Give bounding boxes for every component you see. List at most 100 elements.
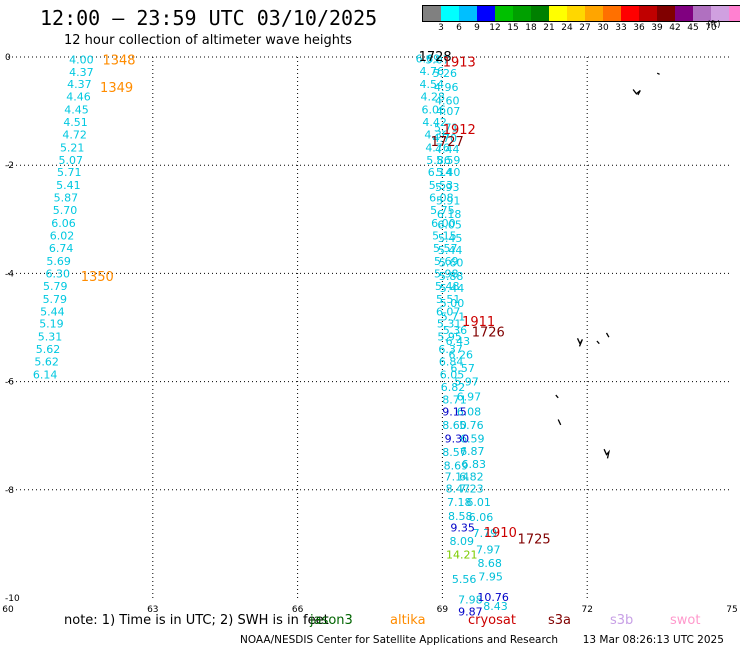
colorbar-label: 36	[633, 23, 645, 33]
wave-height-value: 5.19	[39, 318, 64, 331]
footer-credit: NOAA/NESDIS Center for Satellite Applica…	[240, 634, 724, 646]
lon-tick-label: 69	[437, 605, 449, 615]
wave-height-value: 5.87	[54, 192, 79, 205]
colorbar-label: 24	[561, 23, 573, 33]
wave-height-value: 6.82	[459, 470, 484, 483]
wave-height-value: 5.44	[438, 244, 463, 257]
lat-tick-label: -10	[5, 594, 20, 604]
colorbar-swatch	[531, 6, 549, 21]
wave-height-value: 4.37	[69, 66, 94, 79]
wave-height-value: 4.51	[63, 116, 88, 129]
wave-height-value: 5.41	[56, 179, 81, 192]
wave-height-value: 4.70	[433, 132, 458, 145]
wave-height-value: 6.05	[440, 369, 465, 382]
wave-height-value: 6.14	[33, 369, 58, 382]
wave-height-value: 6.02	[50, 230, 75, 243]
wave-height-value: 6.08	[429, 192, 454, 205]
colorbar-swatch	[603, 6, 621, 21]
wave-height-value: 5.53	[429, 179, 454, 192]
colorbar-label: 45	[687, 23, 699, 33]
wave-height-value: 4.54	[420, 78, 445, 91]
wave-height-value: 6.26	[448, 349, 473, 362]
wave-height-value: 4.28	[420, 90, 445, 103]
wave-height-value: 6.83	[462, 458, 487, 471]
wave-height-value: 6.06	[469, 511, 494, 524]
wave-height-value: 5.59	[436, 154, 461, 167]
wave-height-value: 6.87	[460, 445, 485, 458]
wave-height-value: 5.93	[435, 181, 460, 194]
wave-height-value: 8.60	[442, 419, 467, 432]
wave-height-value: 4.76	[420, 65, 445, 78]
colorbar-swatches	[422, 5, 740, 22]
lon-tick-label: 60	[2, 605, 14, 615]
wave-height-value: 5.57	[433, 242, 458, 255]
lon-tick-label: 63	[147, 605, 158, 615]
wave-height-value: 6.97	[457, 391, 482, 404]
wave-height-value: 8.71	[442, 393, 467, 406]
colorbar-label: 9	[474, 23, 480, 33]
island-outline	[603, 448, 611, 459]
generation-timestamp: 13 Mar 08:26:13 UTC 2025	[582, 634, 724, 646]
island-outlines	[555, 72, 660, 459]
colorbar-swatch	[477, 6, 495, 21]
wave-height-value: 6.08	[457, 405, 482, 418]
wave-height-value: 7.79	[473, 527, 498, 540]
wave-height-value: 6.82	[441, 381, 466, 394]
colorbar-swatch	[513, 6, 531, 21]
island-outline	[576, 338, 584, 347]
island-outline	[557, 419, 562, 426]
wave-height-value: 5.97	[454, 376, 479, 389]
pass-time-label: 1910	[484, 526, 517, 541]
wave-height-value: 5.48	[435, 280, 460, 293]
colorbar-swatch	[711, 6, 729, 21]
colorbar-label: 21	[543, 23, 555, 33]
wave-height-value: 5.71	[57, 166, 82, 179]
wave-height-value: 6.57	[450, 362, 475, 375]
wave-height-value: 4.00	[69, 54, 94, 67]
wave-height-value: 5.45	[438, 232, 463, 245]
wave-height-value: 4.72	[62, 128, 87, 141]
wave-height-value: 6.74	[49, 242, 74, 255]
wave-height-value: 8.47	[446, 483, 471, 496]
colorbar-label: 33	[615, 23, 627, 33]
wave-height-value: 4.76	[425, 141, 450, 154]
island-outline	[596, 340, 600, 345]
wave-height-value: 9.15	[442, 405, 467, 418]
wave-height-value: 7.97	[476, 543, 501, 556]
wave-height-value: 6.14	[428, 166, 453, 179]
wave-height-value: 5.79	[43, 293, 68, 306]
colorbar-swatch	[495, 6, 513, 21]
pass-time-label: 1912	[443, 123, 476, 138]
wave-height-value: 9.87	[458, 606, 483, 619]
colorbar-swatch	[459, 6, 477, 21]
wave-height-value: 5.51	[436, 293, 461, 306]
wave-height-value: 6.30	[45, 267, 70, 280]
footer-note: note: 1) Time is in UTC; 2) SWH is in fe…	[64, 613, 329, 628]
island-outline	[656, 72, 660, 75]
wave-height-value: 7.18	[447, 496, 472, 509]
wave-height-value: 5.75	[430, 204, 455, 217]
wave-height-value: 5.88	[439, 270, 464, 283]
wave-height-value: 6.07	[436, 305, 461, 318]
wave-height-value: 5.26	[433, 67, 458, 80]
pass-time-label: 1727	[431, 135, 464, 150]
wave-height-value: 5.60	[439, 257, 464, 270]
wave-height-value: 6.43	[446, 335, 471, 348]
wave-height-value: 5.40	[436, 166, 461, 179]
satellite-legend-s3a: s3a	[548, 613, 572, 628]
map-grid	[8, 56, 732, 598]
page-subtitle: 12 hour collection of altimeter wave hei…	[64, 33, 352, 48]
lat-tick-label: -4	[5, 269, 14, 279]
colorbar-label: 12	[489, 23, 501, 33]
wave-height-value: 6.05	[437, 219, 462, 232]
wave-height-value: 5.07	[425, 54, 450, 67]
colorbar-label: 6	[456, 23, 462, 33]
wave-height-value: 8.69	[444, 459, 469, 472]
wave-height-value: 8.68	[477, 557, 502, 570]
colorbar-swatch	[621, 6, 639, 21]
colorbar-swatch	[567, 6, 585, 21]
satellite-legend-jason3: jason3	[310, 613, 353, 628]
wave-height-value: 4.44	[435, 143, 460, 156]
wave-height-value: 5.91	[436, 194, 461, 207]
